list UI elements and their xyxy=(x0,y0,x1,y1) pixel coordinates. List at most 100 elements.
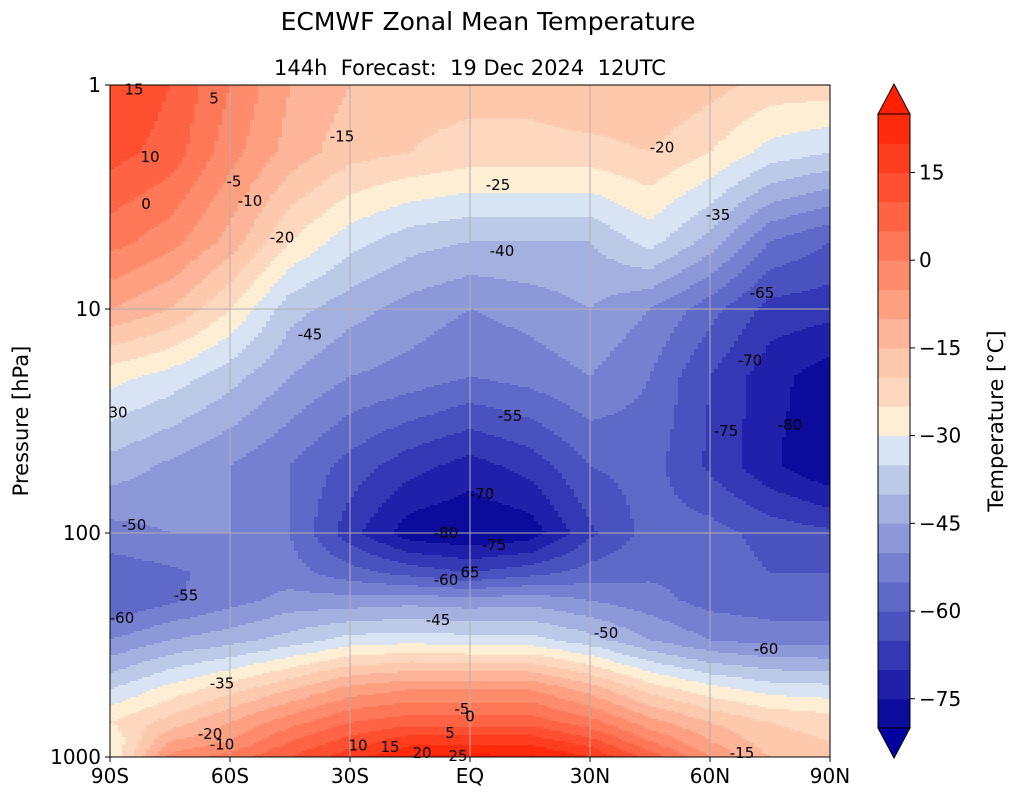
field-cell xyxy=(410,689,415,704)
field-cell xyxy=(406,735,411,748)
field-cell xyxy=(678,251,683,274)
field-cell xyxy=(762,669,767,682)
field-cell xyxy=(202,443,207,534)
field-cell xyxy=(262,401,267,444)
field-cell xyxy=(522,119,527,168)
field-cell xyxy=(302,687,307,700)
field-cell xyxy=(782,709,787,728)
field-cell xyxy=(382,431,387,464)
field-cell xyxy=(222,395,227,432)
field-cell xyxy=(434,331,439,386)
field-cell xyxy=(438,597,443,608)
field-cell xyxy=(514,655,519,664)
field-cell xyxy=(586,601,591,618)
field-cell xyxy=(178,423,183,456)
field-cell xyxy=(458,653,463,664)
field-cell xyxy=(770,657,775,670)
field-cell xyxy=(150,745,155,758)
field-cell xyxy=(418,633,423,644)
field-cell xyxy=(682,315,687,370)
field-cell xyxy=(718,289,723,314)
field-cell xyxy=(638,85,643,150)
field-cell xyxy=(450,171,455,196)
field-cell xyxy=(114,167,119,212)
field-cell xyxy=(386,717,391,730)
field-cell xyxy=(562,441,567,480)
field-cell xyxy=(706,277,711,298)
field-cell xyxy=(306,611,311,628)
field-cell xyxy=(490,435,495,464)
field-cell xyxy=(778,239,783,268)
field-cell xyxy=(398,205,403,232)
field-cell xyxy=(198,445,203,534)
field-cell xyxy=(702,673,707,684)
field-cell xyxy=(594,647,599,658)
field-cell xyxy=(506,505,511,544)
field-cell xyxy=(742,643,747,656)
field-cell xyxy=(750,153,755,174)
gridlines xyxy=(110,85,830,757)
field-cell xyxy=(130,359,135,380)
field-cell xyxy=(214,611,219,632)
field-cell xyxy=(338,459,343,522)
field-cell xyxy=(710,685,715,698)
field-cell xyxy=(250,227,255,260)
field-cell xyxy=(442,327,447,384)
field-cell xyxy=(602,361,607,418)
field-cell xyxy=(294,459,299,552)
field-cell xyxy=(170,459,175,534)
field-cell xyxy=(246,747,251,758)
field-cell xyxy=(362,655,367,666)
field-cell xyxy=(742,201,747,224)
field-cell xyxy=(506,715,511,728)
field-cell xyxy=(694,633,699,650)
field-cell xyxy=(430,223,435,252)
field-cell xyxy=(466,645,471,656)
field-cell xyxy=(794,293,799,332)
field-cell xyxy=(638,245,643,268)
field-cell xyxy=(726,91,731,136)
field-cell xyxy=(442,569,447,580)
field-cell xyxy=(658,685,663,698)
field-cell xyxy=(526,193,531,218)
field-cell xyxy=(674,713,679,726)
field-cell xyxy=(434,619,439,634)
field-cell xyxy=(782,621,787,646)
field-cell xyxy=(750,195,755,216)
field-cell xyxy=(610,651,615,662)
field-cell xyxy=(566,485,571,530)
field-cell xyxy=(390,207,395,234)
field-cell xyxy=(266,439,271,598)
field-cell xyxy=(486,461,491,500)
field-cell xyxy=(654,363,659,584)
field-cell xyxy=(110,655,115,674)
field-cell xyxy=(314,733,319,748)
field-cell xyxy=(162,531,167,566)
field-cell xyxy=(726,701,731,714)
field-cell xyxy=(450,633,455,646)
field-cell xyxy=(690,631,695,648)
field-cell xyxy=(822,713,827,740)
field-cell xyxy=(506,745,511,756)
field-cell xyxy=(298,455,303,560)
field-cell xyxy=(114,637,119,656)
field-cell xyxy=(526,565,531,578)
field-cell xyxy=(674,645,679,656)
field-cell xyxy=(310,709,315,722)
field-cell xyxy=(402,737,407,748)
field-cell xyxy=(494,557,499,570)
field-cell xyxy=(282,117,287,182)
field-cell xyxy=(606,649,611,660)
field-cell xyxy=(650,751,655,758)
field-cell xyxy=(218,367,223,400)
field-cell xyxy=(346,563,351,582)
field-cell xyxy=(450,125,455,172)
field-cell xyxy=(482,459,487,498)
field-cell xyxy=(266,321,271,360)
field-cell xyxy=(566,241,571,298)
field-cell xyxy=(570,217,575,242)
field-cell xyxy=(590,647,595,656)
field-cell xyxy=(250,411,255,452)
field-cell xyxy=(350,749,355,758)
field-cell xyxy=(386,183,391,210)
